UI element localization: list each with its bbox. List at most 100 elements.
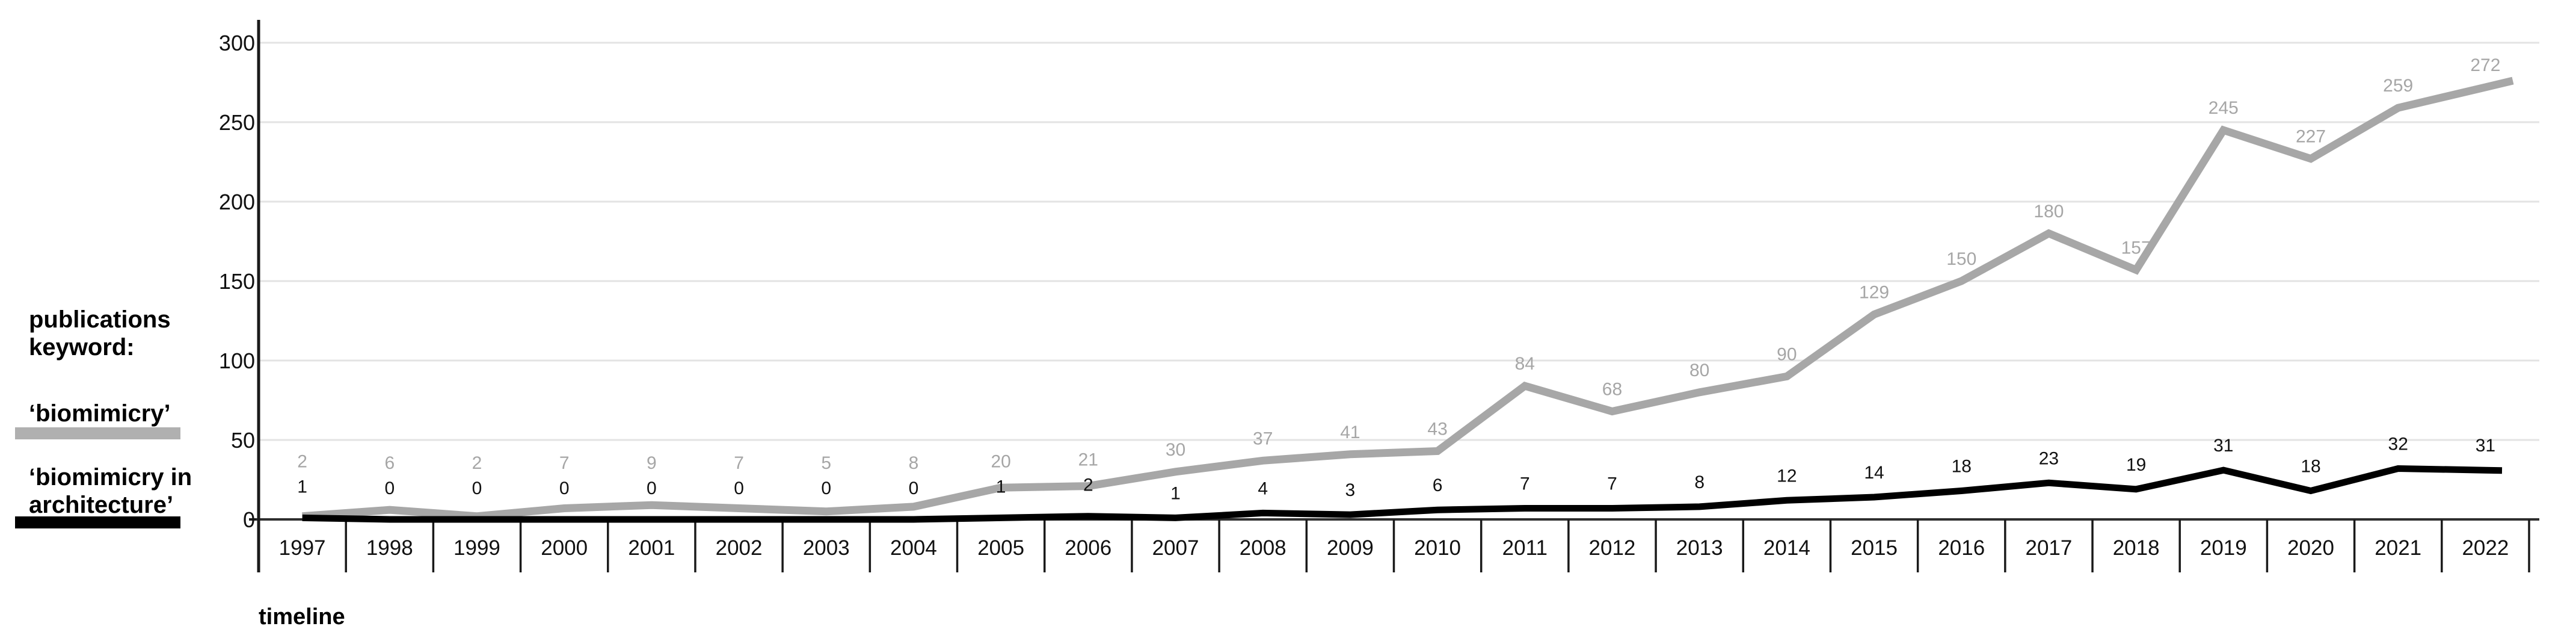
data-label-biomimicry-architecture-2016: 18 (1952, 456, 1972, 476)
legend-item-biomimicry-architecture-line-2: architecture’ (29, 492, 174, 518)
data-label-biomimicry-2020: 227 (2296, 127, 2326, 147)
data-label-biomimicry-2016: 150 (1946, 249, 1976, 269)
data-label-biomimicry-architecture-2006: 2 (1083, 475, 1093, 495)
data-label-biomimicry-2011: 84 (1515, 354, 1535, 374)
x-tick-label-2000: 2000 (541, 536, 588, 560)
series-line-biomimicry-architecture (302, 465, 2503, 523)
y-tick-label-300: 300 (219, 31, 255, 55)
y-tick-label-50: 50 (231, 428, 255, 453)
legend-swatch-biomimicry-architecture (15, 516, 180, 528)
data-label-biomimicry-1997: 2 (297, 451, 307, 471)
data-label-biomimicry-architecture-2021: 32 (2388, 435, 2408, 454)
data-label-biomimicry-2018: 157 (2121, 238, 2151, 258)
x-tick-label-1999: 1999 (453, 536, 500, 560)
x-tick-label-2002: 2002 (716, 536, 763, 560)
x-tick-label-2001: 2001 (628, 536, 675, 560)
data-label-biomimicry-2019: 245 (2209, 98, 2239, 118)
y-tick-label-200: 200 (219, 190, 255, 214)
x-tick-label-2014: 2014 (1763, 536, 1810, 560)
x-tick-label-2003: 2003 (803, 536, 850, 560)
legend: publications keyword: ‘biomimicry’ ‘biom… (0, 0, 253, 644)
data-label-biomimicry-architecture-1998: 0 (384, 478, 395, 498)
y-tick-label-100: 100 (219, 348, 255, 373)
x-tick-label-2019: 2019 (2200, 536, 2247, 560)
data-label-biomimicry-architecture-2009: 3 (1345, 480, 1356, 500)
data-label-biomimicry-2012: 68 (1602, 379, 1622, 399)
data-label-biomimicry-architecture-2014: 12 (1777, 466, 1797, 486)
x-tick-label-2007: 2007 (1152, 536, 1199, 560)
data-label-biomimicry-architecture-2000: 0 (559, 478, 570, 498)
y-tick-label-150: 150 (219, 269, 255, 294)
x-tick-label-2012: 2012 (1589, 536, 1636, 560)
legend-title-line-1: publications (29, 306, 171, 333)
data-label-biomimicry-architecture-2008: 4 (1258, 478, 1268, 498)
data-label-biomimicry-architecture-2010: 6 (1433, 475, 1443, 495)
x-tick-label-2020: 2020 (2287, 536, 2334, 560)
x-tick-label-2010: 2010 (1414, 536, 1461, 560)
data-label-biomimicry-2022: 272 (2470, 55, 2500, 75)
x-tick-label-2013: 2013 (1676, 536, 1723, 560)
x-tick-label-2008: 2008 (1240, 536, 1286, 560)
data-label-biomimicry-2021: 259 (2383, 76, 2413, 96)
legend-item-biomimicry-architecture-line-1: ‘biomimicry in (29, 464, 192, 491)
data-label-biomimicry-2010: 43 (1427, 419, 1447, 439)
data-label-biomimicry-architecture-2001: 0 (647, 478, 657, 498)
x-tick-label-1998: 1998 (366, 536, 413, 560)
data-label-biomimicry-2009: 41 (1340, 423, 1360, 442)
data-label-biomimicry-2008: 37 (1253, 429, 1273, 448)
data-label-biomimicry-2005: 20 (991, 451, 1010, 471)
x-tick-label-2015: 2015 (1851, 536, 1898, 560)
data-label-biomimicry-architecture-1997: 1 (297, 477, 307, 497)
data-label-biomimicry-2013: 80 (1689, 361, 1709, 380)
x-tick-label-2022: 2022 (2462, 536, 2509, 560)
data-label-biomimicry-architecture-2015: 14 (1864, 463, 1884, 483)
x-axis-title: timeline (259, 604, 345, 630)
data-label-biomimicry-1998: 6 (384, 453, 395, 473)
x-tick-label-2006: 2006 (1065, 536, 1111, 560)
y-tick-label-250: 250 (219, 110, 255, 135)
data-label-biomimicry-2006: 21 (1078, 450, 1098, 470)
x-tick-label-2018: 2018 (2113, 536, 2160, 560)
data-label-biomimicry-architecture-2020: 18 (2301, 456, 2320, 476)
data-label-biomimicry-2015: 129 (1859, 282, 1889, 302)
data-label-biomimicry-2003: 5 (821, 453, 831, 473)
legend-title-line-2: keyword: (29, 334, 135, 361)
data-label-biomimicry-architecture-2018: 19 (2126, 455, 2146, 475)
data-label-biomimicry-architecture-2004: 0 (909, 478, 919, 498)
legend-item-biomimicry-label: ‘biomimicry’ (29, 400, 171, 427)
series-line-biomimicry (302, 76, 2514, 521)
x-tick-label-2005: 2005 (977, 536, 1024, 560)
data-label-biomimicry-architecture-2013: 8 (1694, 472, 1705, 492)
data-label-biomimicry-2001: 9 (647, 453, 657, 473)
data-label-biomimicry-architecture-2022: 31 (2476, 436, 2495, 456)
data-label-biomimicry-architecture-2012: 7 (1607, 474, 1617, 494)
data-label-biomimicry-1999: 2 (472, 453, 482, 473)
data-label-biomimicry-2017: 180 (2033, 202, 2064, 221)
legend-swatch-biomimicry (15, 427, 180, 439)
legend-title: publications keyword: (29, 306, 171, 361)
data-label-biomimicry-2014: 90 (1777, 344, 1797, 364)
data-label-biomimicry-architecture-2011: 7 (1520, 474, 1530, 494)
data-label-biomimicry-architecture-1999: 0 (472, 478, 482, 498)
data-label-biomimicry-2002: 7 (734, 453, 744, 473)
data-label-biomimicry-2000: 7 (559, 453, 570, 473)
x-tick-label-2009: 2009 (1327, 536, 1374, 560)
data-label-biomimicry-architecture-2003: 0 (821, 478, 831, 498)
x-tick-label-2016: 2016 (1938, 536, 1985, 560)
y-tick-label-0: 0 (243, 507, 255, 532)
data-label-biomimicry-2007: 30 (1166, 440, 1185, 460)
data-label-biomimicry-architecture-2005: 1 (996, 477, 1006, 497)
x-tick-label-1997: 1997 (279, 536, 326, 560)
x-tick-label-2021: 2021 (2375, 536, 2421, 560)
data-label-biomimicry-architecture-2002: 0 (734, 478, 744, 498)
data-label-biomimicry-architecture-2007: 1 (1170, 483, 1181, 503)
legend-item-biomimicry-architecture: ‘biomimicry in architecture’ (29, 463, 192, 519)
data-label-biomimicry-architecture-2019: 31 (2213, 436, 2233, 456)
data-label-biomimicry-2004: 8 (909, 453, 919, 473)
legend-item-biomimicry: ‘biomimicry’ (29, 400, 171, 427)
x-tick-label-2011: 2011 (1502, 536, 1548, 560)
data-label-biomimicry-architecture-2017: 23 (2039, 448, 2059, 468)
x-tick-label-2004: 2004 (890, 536, 937, 560)
